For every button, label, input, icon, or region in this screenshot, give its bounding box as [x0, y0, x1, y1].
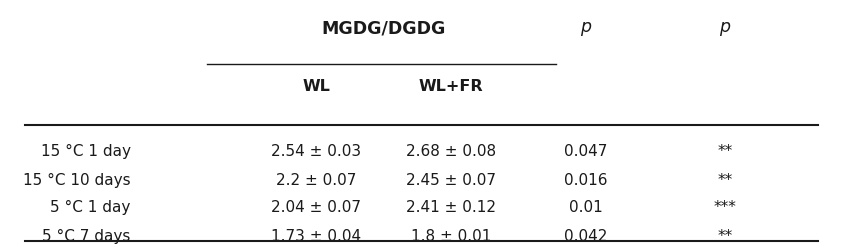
- Text: 5 °C 7 days: 5 °C 7 days: [42, 229, 131, 244]
- Text: 2.2 ± 0.07: 2.2 ± 0.07: [276, 173, 357, 188]
- Text: 2.04 ± 0.07: 2.04 ± 0.07: [271, 200, 361, 215]
- Text: 2.45 ± 0.07: 2.45 ± 0.07: [406, 173, 496, 188]
- Text: 2.68 ± 0.08: 2.68 ± 0.08: [406, 144, 496, 159]
- Text: 1.8 ± 0.01: 1.8 ± 0.01: [411, 229, 491, 244]
- Text: 0.016: 0.016: [564, 173, 608, 188]
- Text: ***: ***: [713, 200, 737, 215]
- Text: **: **: [717, 144, 733, 159]
- Text: 0.01: 0.01: [569, 200, 603, 215]
- Text: MGDG/DGDG: MGDG/DGDG: [321, 20, 446, 38]
- Text: $p$: $p$: [580, 20, 592, 38]
- Text: 15 °C 1 day: 15 °C 1 day: [40, 144, 131, 159]
- Text: **: **: [717, 173, 733, 188]
- Text: WL+FR: WL+FR: [419, 79, 483, 94]
- Text: **: **: [717, 229, 733, 244]
- Text: 0.047: 0.047: [564, 144, 608, 159]
- Text: WL: WL: [302, 79, 330, 94]
- Text: 0.042: 0.042: [564, 229, 608, 244]
- Text: 15 °C 10 days: 15 °C 10 days: [23, 173, 131, 188]
- Text: 1.73 ± 0.04: 1.73 ± 0.04: [271, 229, 361, 244]
- Text: 2.41 ± 0.12: 2.41 ± 0.12: [406, 200, 496, 215]
- Text: 2.54 ± 0.03: 2.54 ± 0.03: [271, 144, 361, 159]
- Text: $p$: $p$: [719, 20, 731, 38]
- Text: 5 °C 1 day: 5 °C 1 day: [51, 200, 131, 215]
